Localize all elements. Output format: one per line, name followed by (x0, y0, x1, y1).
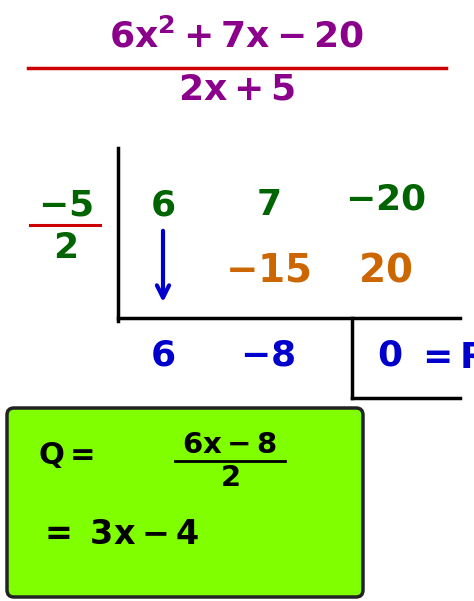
Text: $\mathbf{Q =}$: $\mathbf{Q =}$ (38, 440, 94, 470)
Text: $\mathbf{2x + 5}$: $\mathbf{2x + 5}$ (178, 73, 296, 107)
Text: $\mathbf{-15}$: $\mathbf{-15}$ (225, 251, 311, 289)
Text: $\mathbf{6}$: $\mathbf{6}$ (150, 338, 175, 372)
Text: $\mathbf{= \ 3x - 4}$: $\mathbf{= \ 3x - 4}$ (38, 519, 199, 552)
Text: $\mathbf{0}$: $\mathbf{0}$ (377, 338, 403, 372)
Text: $\mathbf{20}$: $\mathbf{20}$ (358, 251, 412, 289)
Text: $\mathbf{-5}$: $\mathbf{-5}$ (37, 188, 92, 222)
FancyBboxPatch shape (7, 408, 363, 597)
Text: $\mathbf{2}$: $\mathbf{2}$ (220, 464, 240, 492)
Text: $\mathbf{= R}$: $\mathbf{= R}$ (415, 341, 474, 375)
Text: $\mathbf{-20}$: $\mathbf{-20}$ (345, 183, 425, 217)
Text: $\mathbf{2}$: $\mathbf{2}$ (53, 231, 77, 265)
Text: $\mathbf{-8}$: $\mathbf{-8}$ (240, 338, 296, 372)
Text: $\mathbf{7}$: $\mathbf{7}$ (256, 188, 280, 222)
Text: $\mathbf{6x-8}$: $\mathbf{6x-8}$ (182, 431, 278, 459)
Text: $\mathbf{6}$: $\mathbf{6}$ (150, 188, 175, 222)
Text: $\mathbf{6x^2 + 7x - 20}$: $\mathbf{6x^2 + 7x - 20}$ (109, 18, 365, 54)
